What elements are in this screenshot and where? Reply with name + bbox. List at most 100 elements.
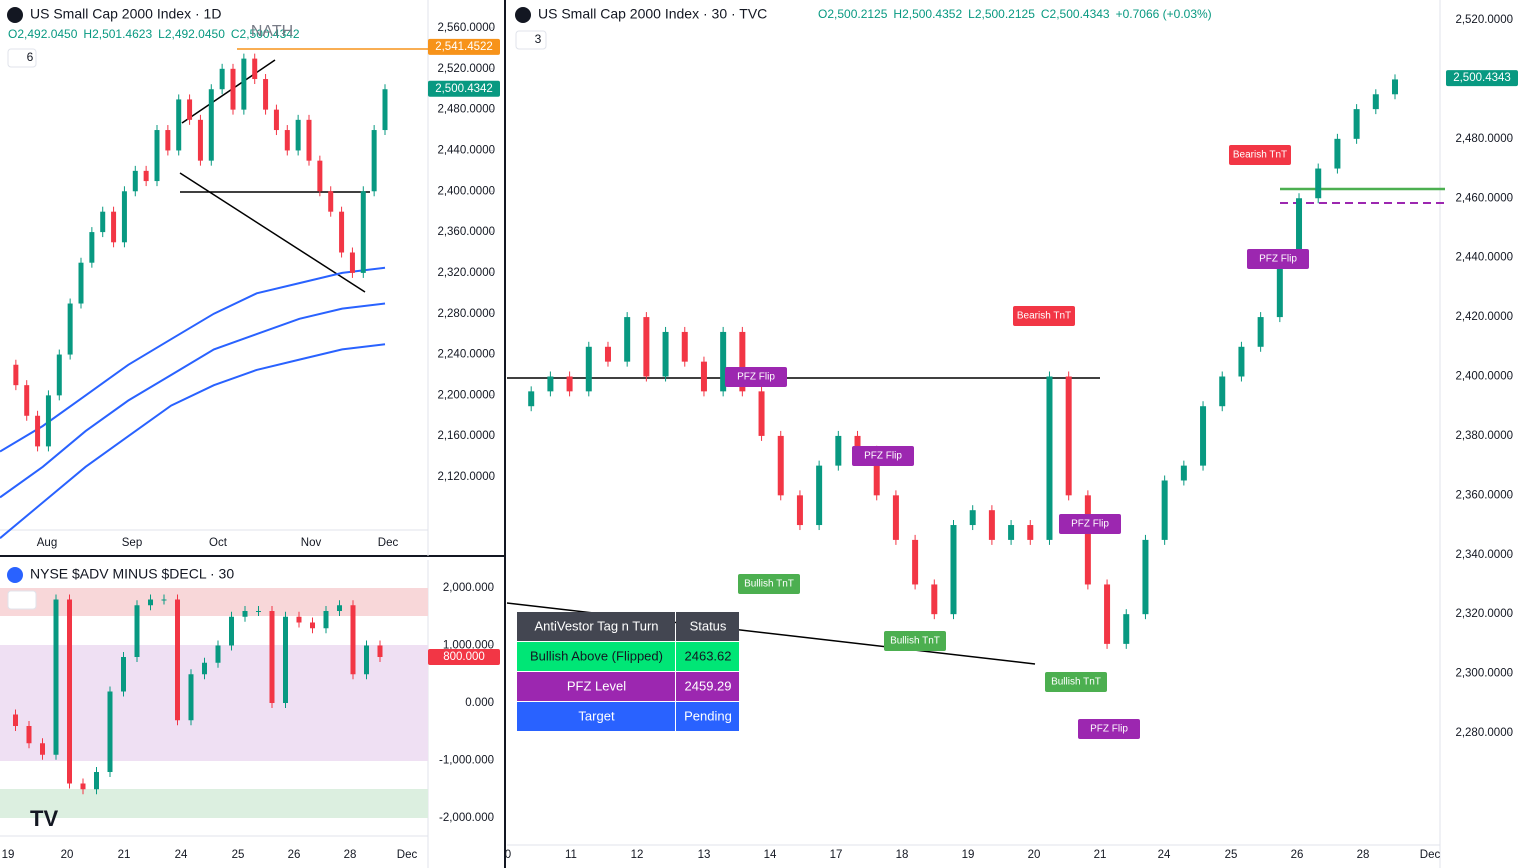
candle-body <box>643 317 650 377</box>
candle-body <box>230 68 236 110</box>
candle-body <box>1353 109 1360 139</box>
candle-body <box>1315 168 1322 199</box>
candle-body <box>175 599 180 721</box>
candle-body <box>143 170 149 182</box>
price-tag <box>428 38 500 55</box>
candle-body <box>1008 525 1015 540</box>
y-tick-label: 2,320.0000 <box>1455 608 1513 620</box>
y-tick-label: 1,000.000 <box>443 640 494 652</box>
x-tick-label: 14 <box>764 849 777 861</box>
candle-body <box>739 331 746 392</box>
indicator-toggle[interactable] <box>7 48 37 68</box>
candle-body <box>1123 614 1130 644</box>
ohlc-value: C2,500.4343 <box>1041 7 1110 21</box>
x-tick-label: Aug <box>37 537 57 549</box>
candle-body <box>161 599 167 601</box>
signal-label-bg <box>1078 719 1140 739</box>
x-tick-label: 12 <box>631 849 644 861</box>
candle-body <box>377 645 383 657</box>
collapse-toggle[interactable] <box>7 590 37 610</box>
signal-label: Bullish TnT <box>744 579 794 590</box>
signal-label: Bearish TnT <box>1017 311 1071 322</box>
chart-title: US Small Cap 2000 Index · 1D <box>30 6 221 22</box>
candle-body <box>364 645 369 675</box>
price-tag-label: 2,500.4343 <box>1453 72 1511 84</box>
candle-body <box>80 783 86 790</box>
candle-body <box>323 611 329 629</box>
y-tick-label: 0.000 <box>465 697 494 709</box>
overbought-zone <box>0 588 428 616</box>
candle-body <box>296 616 302 623</box>
x-tick-label: 25 <box>232 849 245 861</box>
chart-title: US Small Cap 2000 Index · 30 · TVC <box>538 6 767 22</box>
y-tick-label: 2,440.0000 <box>1455 252 1513 264</box>
y-tick-label: 2,520.0000 <box>1455 14 1513 26</box>
table-cell: 2459.29 <box>685 678 732 693</box>
signal-label: PFZ Flip <box>1090 724 1128 735</box>
candle-body <box>67 303 73 355</box>
candle-body <box>132 170 138 192</box>
candle-body <box>188 674 194 721</box>
ohlc-value: H2,500.4352 <box>893 7 962 21</box>
candle-body <box>35 415 41 447</box>
candle-body <box>931 584 938 615</box>
candle-body <box>1161 480 1168 540</box>
y-tick-label: 2,420.0000 <box>1455 311 1513 323</box>
candle-body <box>1334 138 1341 169</box>
signal-label: PFZ Flip <box>1071 519 1109 530</box>
candle-body <box>13 364 19 386</box>
indicator-toggle[interactable] <box>515 30 547 50</box>
candle-body <box>681 331 688 362</box>
signal-label-bg <box>738 574 800 594</box>
x-tick-label: 18 <box>896 849 909 861</box>
price-tag-label: 2,541.4522 <box>435 41 493 53</box>
y-tick-label: 2,280.0000 <box>437 308 495 320</box>
candle-body <box>256 611 261 612</box>
signal-label: PFZ Flip <box>737 372 775 383</box>
x-tick-label: 20 <box>1028 849 1041 861</box>
ath-annotation: NATH <box>251 23 293 40</box>
symbol-logo <box>7 567 23 583</box>
price-tag <box>428 80 500 97</box>
candle-body <box>53 599 59 755</box>
signal-label: Bearish TnT <box>1233 150 1287 161</box>
x-tick-label: 21 <box>1094 849 1107 861</box>
candle-body <box>349 252 355 273</box>
y-tick-label: 2,460.0000 <box>1455 192 1513 204</box>
y-tick-label: 2,240.0000 <box>437 349 495 361</box>
candle-body <box>328 191 334 212</box>
candle-body <box>40 743 45 755</box>
symbol-logo <box>7 7 23 23</box>
x-tick-label: 26 <box>288 849 301 861</box>
ohlc-value: L2,500.2125 <box>968 7 1035 21</box>
y-tick-label: 2,340.0000 <box>1455 549 1513 561</box>
signal-label: Bullish TnT <box>1051 677 1101 688</box>
signal-label-bg <box>1045 672 1107 692</box>
candle-body <box>263 79 269 110</box>
trendline <box>179 172 366 293</box>
table-header-cell <box>676 612 739 641</box>
table-cell: 2463.62 <box>685 648 732 663</box>
x-tick-label: Dec <box>378 537 399 549</box>
candle-body <box>24 385 30 416</box>
x-tick-label: 19 <box>2 849 15 861</box>
candle-body <box>339 211 345 253</box>
candle-body <box>187 99 193 120</box>
candle-body <box>969 510 976 526</box>
table-cell: Pending <box>684 708 732 723</box>
table-cell-bg <box>676 642 739 671</box>
x-tick-label: Nov <box>301 537 322 549</box>
table-cell: PFZ Level <box>567 678 626 693</box>
candle-body <box>1392 79 1398 95</box>
candle-body <box>337 605 342 611</box>
neutral-zone <box>0 645 428 761</box>
price-tag <box>1446 70 1518 87</box>
candle-body <box>1200 406 1207 466</box>
candle-body <box>219 68 225 90</box>
candle-body <box>1372 94 1379 110</box>
y-tick-label: 2,360.0000 <box>437 226 495 238</box>
indicator-count: 3 <box>535 32 542 46</box>
table-cell-bg <box>676 672 739 701</box>
candle-body <box>134 605 140 657</box>
